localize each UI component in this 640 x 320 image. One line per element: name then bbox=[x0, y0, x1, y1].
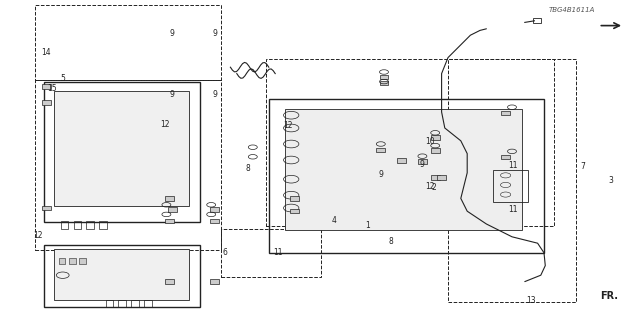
Bar bbox=[44, 245, 200, 307]
Bar bbox=[210, 207, 219, 212]
Bar bbox=[42, 100, 51, 105]
Text: 9: 9 bbox=[170, 29, 175, 38]
Text: 12: 12 bbox=[426, 182, 435, 191]
Text: 14: 14 bbox=[41, 48, 51, 57]
Bar bbox=[131, 300, 139, 307]
Text: 13: 13 bbox=[526, 296, 536, 305]
Bar bbox=[59, 258, 65, 264]
Bar bbox=[448, 59, 576, 302]
Text: 1: 1 bbox=[365, 221, 371, 230]
Text: 7: 7 bbox=[580, 162, 585, 171]
Text: 8: 8 bbox=[388, 237, 393, 246]
Bar bbox=[418, 159, 427, 164]
Bar bbox=[437, 175, 446, 180]
Text: FR.: FR. bbox=[600, 291, 618, 301]
Bar bbox=[106, 300, 113, 307]
Text: 12: 12 bbox=[161, 120, 170, 129]
Bar bbox=[501, 111, 510, 115]
Bar bbox=[54, 249, 189, 300]
Bar bbox=[431, 148, 440, 153]
Text: 12: 12 bbox=[284, 121, 292, 130]
Bar bbox=[61, 221, 68, 229]
Bar bbox=[44, 82, 200, 222]
Bar bbox=[269, 99, 544, 253]
Bar bbox=[69, 258, 76, 264]
Bar bbox=[431, 175, 440, 180]
Bar bbox=[74, 221, 81, 229]
Text: 12: 12 bbox=[34, 231, 43, 240]
Bar bbox=[397, 158, 406, 163]
Text: 2: 2 bbox=[431, 183, 436, 192]
Bar bbox=[42, 84, 51, 89]
Bar bbox=[501, 155, 510, 159]
Text: 8: 8 bbox=[246, 164, 251, 173]
Bar bbox=[290, 196, 299, 201]
Text: 10: 10 bbox=[425, 137, 435, 146]
Bar bbox=[165, 219, 174, 223]
Bar bbox=[86, 221, 94, 229]
Text: 11: 11 bbox=[509, 161, 518, 170]
Bar bbox=[144, 300, 152, 307]
Bar bbox=[99, 221, 107, 229]
Text: 9: 9 bbox=[170, 90, 175, 99]
Bar bbox=[376, 148, 385, 152]
Bar bbox=[380, 75, 388, 79]
Bar bbox=[533, 18, 541, 23]
Bar bbox=[493, 170, 528, 202]
Text: 15: 15 bbox=[47, 84, 58, 93]
Bar bbox=[266, 59, 554, 226]
Text: 4: 4 bbox=[332, 216, 337, 225]
Bar bbox=[42, 206, 51, 210]
Text: 5: 5 bbox=[60, 74, 65, 83]
Bar bbox=[165, 196, 174, 201]
Bar bbox=[54, 91, 189, 206]
Text: 3: 3 bbox=[609, 176, 614, 185]
Bar bbox=[35, 5, 221, 80]
Bar bbox=[290, 209, 299, 213]
Text: 9: 9 bbox=[378, 170, 383, 179]
Bar bbox=[380, 81, 388, 85]
Bar bbox=[221, 229, 321, 277]
Bar bbox=[118, 300, 126, 307]
Bar bbox=[79, 258, 86, 264]
Text: 9: 9 bbox=[420, 160, 425, 169]
Text: 9: 9 bbox=[212, 29, 218, 38]
Text: 11: 11 bbox=[509, 205, 518, 214]
Text: 6: 6 bbox=[223, 248, 228, 257]
Text: TBG4B1611A: TBG4B1611A bbox=[549, 7, 595, 13]
Bar bbox=[168, 207, 177, 212]
Bar bbox=[210, 219, 219, 223]
Bar bbox=[431, 135, 440, 140]
Text: 11: 11 bbox=[274, 248, 283, 257]
Bar bbox=[210, 279, 219, 284]
Bar bbox=[165, 279, 174, 284]
Text: 9: 9 bbox=[212, 90, 218, 99]
Bar bbox=[35, 80, 221, 250]
Bar bbox=[285, 109, 522, 230]
